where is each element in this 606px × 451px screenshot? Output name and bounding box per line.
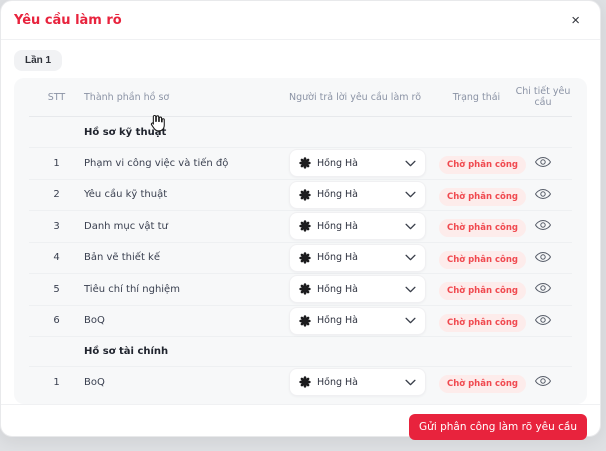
chevron-down-icon: [405, 191, 416, 198]
view-detail-button[interactable]: [533, 217, 553, 236]
assignee-select[interactable]: Hồng Hà: [289, 149, 426, 178]
assignee-name: Hồng Hà: [317, 189, 358, 201]
view-detail-button[interactable]: [533, 312, 553, 331]
assignee-select[interactable]: Hồng Hà: [289, 275, 426, 304]
table-row: 3 Danh mục vật tư Hồng Hà Chờ phân công: [29, 210, 572, 242]
assignee-select[interactable]: Hồng Hà: [289, 180, 426, 209]
chevron-down-icon: [405, 317, 416, 324]
clarification-table: STT Thành phần hồ sơ Người trả lời yêu c…: [14, 78, 587, 404]
status-badge: Chờ phân công: [439, 250, 526, 269]
group-header-row: Hồ sơ kỹ thuật: [29, 117, 572, 147]
table-header-row: STT Thành phần hồ sơ Người trả lời yêu c…: [29, 78, 572, 116]
eye-icon: [534, 188, 552, 203]
chevron-down-icon: [405, 254, 416, 261]
row-number: 3: [53, 220, 60, 232]
header-divider: [29, 116, 572, 117]
flower-avatar-icon: [299, 283, 311, 295]
eye-icon: [534, 282, 552, 297]
column-header-status: Trạng thái: [452, 91, 501, 103]
status-badge: Chờ phân công: [439, 156, 526, 175]
row-number: 2: [53, 189, 60, 201]
view-detail-button[interactable]: [533, 186, 553, 205]
assignee-select[interactable]: Hồng Hà: [289, 243, 426, 272]
component-name: Danh mục vật tư: [84, 220, 168, 232]
component-name: Bản vẽ thiết kế: [84, 252, 160, 264]
assignee-name: Hồng Hà: [317, 376, 358, 388]
flower-avatar-icon: [299, 189, 311, 201]
modal-title: Yêu cầu làm rõ: [14, 13, 122, 28]
eye-icon: [534, 251, 552, 266]
assignee-name: Hồng Hà: [317, 283, 358, 295]
group-label: Hồ sơ tài chính: [84, 346, 169, 357]
row-number: 5: [53, 283, 60, 295]
round-tabs: Lần 1: [1, 40, 600, 78]
component-name: BoQ: [84, 376, 105, 388]
row-number: 6: [53, 315, 60, 327]
component-name: Phạm vi công việc và tiến độ: [84, 157, 229, 169]
eye-icon: [534, 314, 552, 329]
status-badge: Chờ phân công: [439, 219, 526, 238]
eye-icon: [534, 219, 552, 234]
row-number: 4: [53, 252, 60, 264]
view-detail-button[interactable]: [533, 249, 553, 268]
table-row: 6 BoQ Hồng Hà Chờ phân công: [29, 304, 572, 337]
flower-avatar-icon: [299, 252, 311, 264]
table-row: 1 BoQ Hồng Hà Chờ phân công: [29, 366, 572, 398]
assignee-select[interactable]: Hồng Hà: [289, 306, 426, 335]
group-label: Hồ sơ kỹ thuật: [84, 126, 167, 138]
chevron-down-icon: [405, 223, 416, 230]
send-assignment-button[interactable]: Gửi phân công làm rõ yêu cầu: [409, 413, 587, 440]
status-badge: Chờ phân công: [439, 313, 526, 332]
table-row: 2 Yêu cầu kỹ thuật Hồng Hà Chờ phân công: [29, 178, 572, 211]
clarification-modal: Yêu cầu làm rõ × Lần 1 STT Thành phần hồ…: [0, 0, 601, 440]
eye-icon: [534, 156, 552, 171]
component-name: BoQ: [84, 315, 105, 327]
row-number: 1: [53, 376, 60, 388]
table-row: 4 Bản vẽ thiết kế Hồng Hà Chờ phân công: [29, 241, 572, 274]
eye-icon: [534, 375, 552, 390]
modal-header: Yêu cầu làm rõ ×: [1, 1, 600, 40]
assignee-select[interactable]: Hồng Hà: [289, 212, 426, 241]
view-detail-button[interactable]: [533, 280, 553, 299]
column-header-assignee: Người trả lời yêu cầu làm rõ: [289, 91, 422, 103]
component-name: Yêu cầu kỹ thuật: [84, 189, 168, 201]
status-badge: Chờ phân công: [439, 187, 526, 206]
view-detail-button[interactable]: [533, 154, 553, 173]
table-body: Hồ sơ kỹ thuật 1 Phạm vi công việc và tiến…: [29, 117, 572, 398]
view-detail-button[interactable]: [533, 373, 553, 392]
flower-avatar-icon: [299, 157, 311, 169]
chevron-down-icon: [405, 160, 416, 167]
assignee-name: Hồng Hà: [317, 157, 358, 169]
status-badge: Chờ phân công: [439, 375, 526, 394]
close-icon[interactable]: ×: [567, 11, 584, 30]
assignee-name: Hồng Hà: [317, 252, 358, 264]
flower-avatar-icon: [299, 315, 311, 327]
flower-avatar-icon: [299, 376, 311, 388]
modal-footer: Gửi phân công làm rõ yêu cầu: [1, 403, 600, 451]
flower-avatar-icon: [299, 220, 311, 232]
status-badge: Chờ phân công: [439, 282, 526, 301]
tab-round-1[interactable]: Lần 1: [14, 50, 63, 71]
chevron-down-icon: [405, 286, 416, 293]
assignee-select[interactable]: Hồng Hà: [289, 368, 426, 397]
chevron-down-icon: [405, 379, 416, 386]
column-header-detail: Chi tiết yêu cầu: [515, 86, 571, 108]
table-row: 1 Phạm vi công việc và tiến độ Hồng Hà Chờ …: [29, 147, 572, 179]
component-name: Tiêu chí thí nghiệm: [84, 283, 180, 295]
assignee-name: Hồng Hà: [317, 220, 358, 232]
column-header-component: Thành phần hồ sơ: [84, 91, 170, 103]
group-header-row: Hồ sơ tài chính: [29, 336, 572, 366]
table-row: 5 Tiêu chí thí nghiệm Hồng Hà Chờ phân công: [29, 273, 572, 305]
assignee-name: Hồng Hà: [317, 315, 358, 327]
column-header-stt: STT: [47, 91, 66, 103]
row-number: 1: [53, 157, 60, 169]
